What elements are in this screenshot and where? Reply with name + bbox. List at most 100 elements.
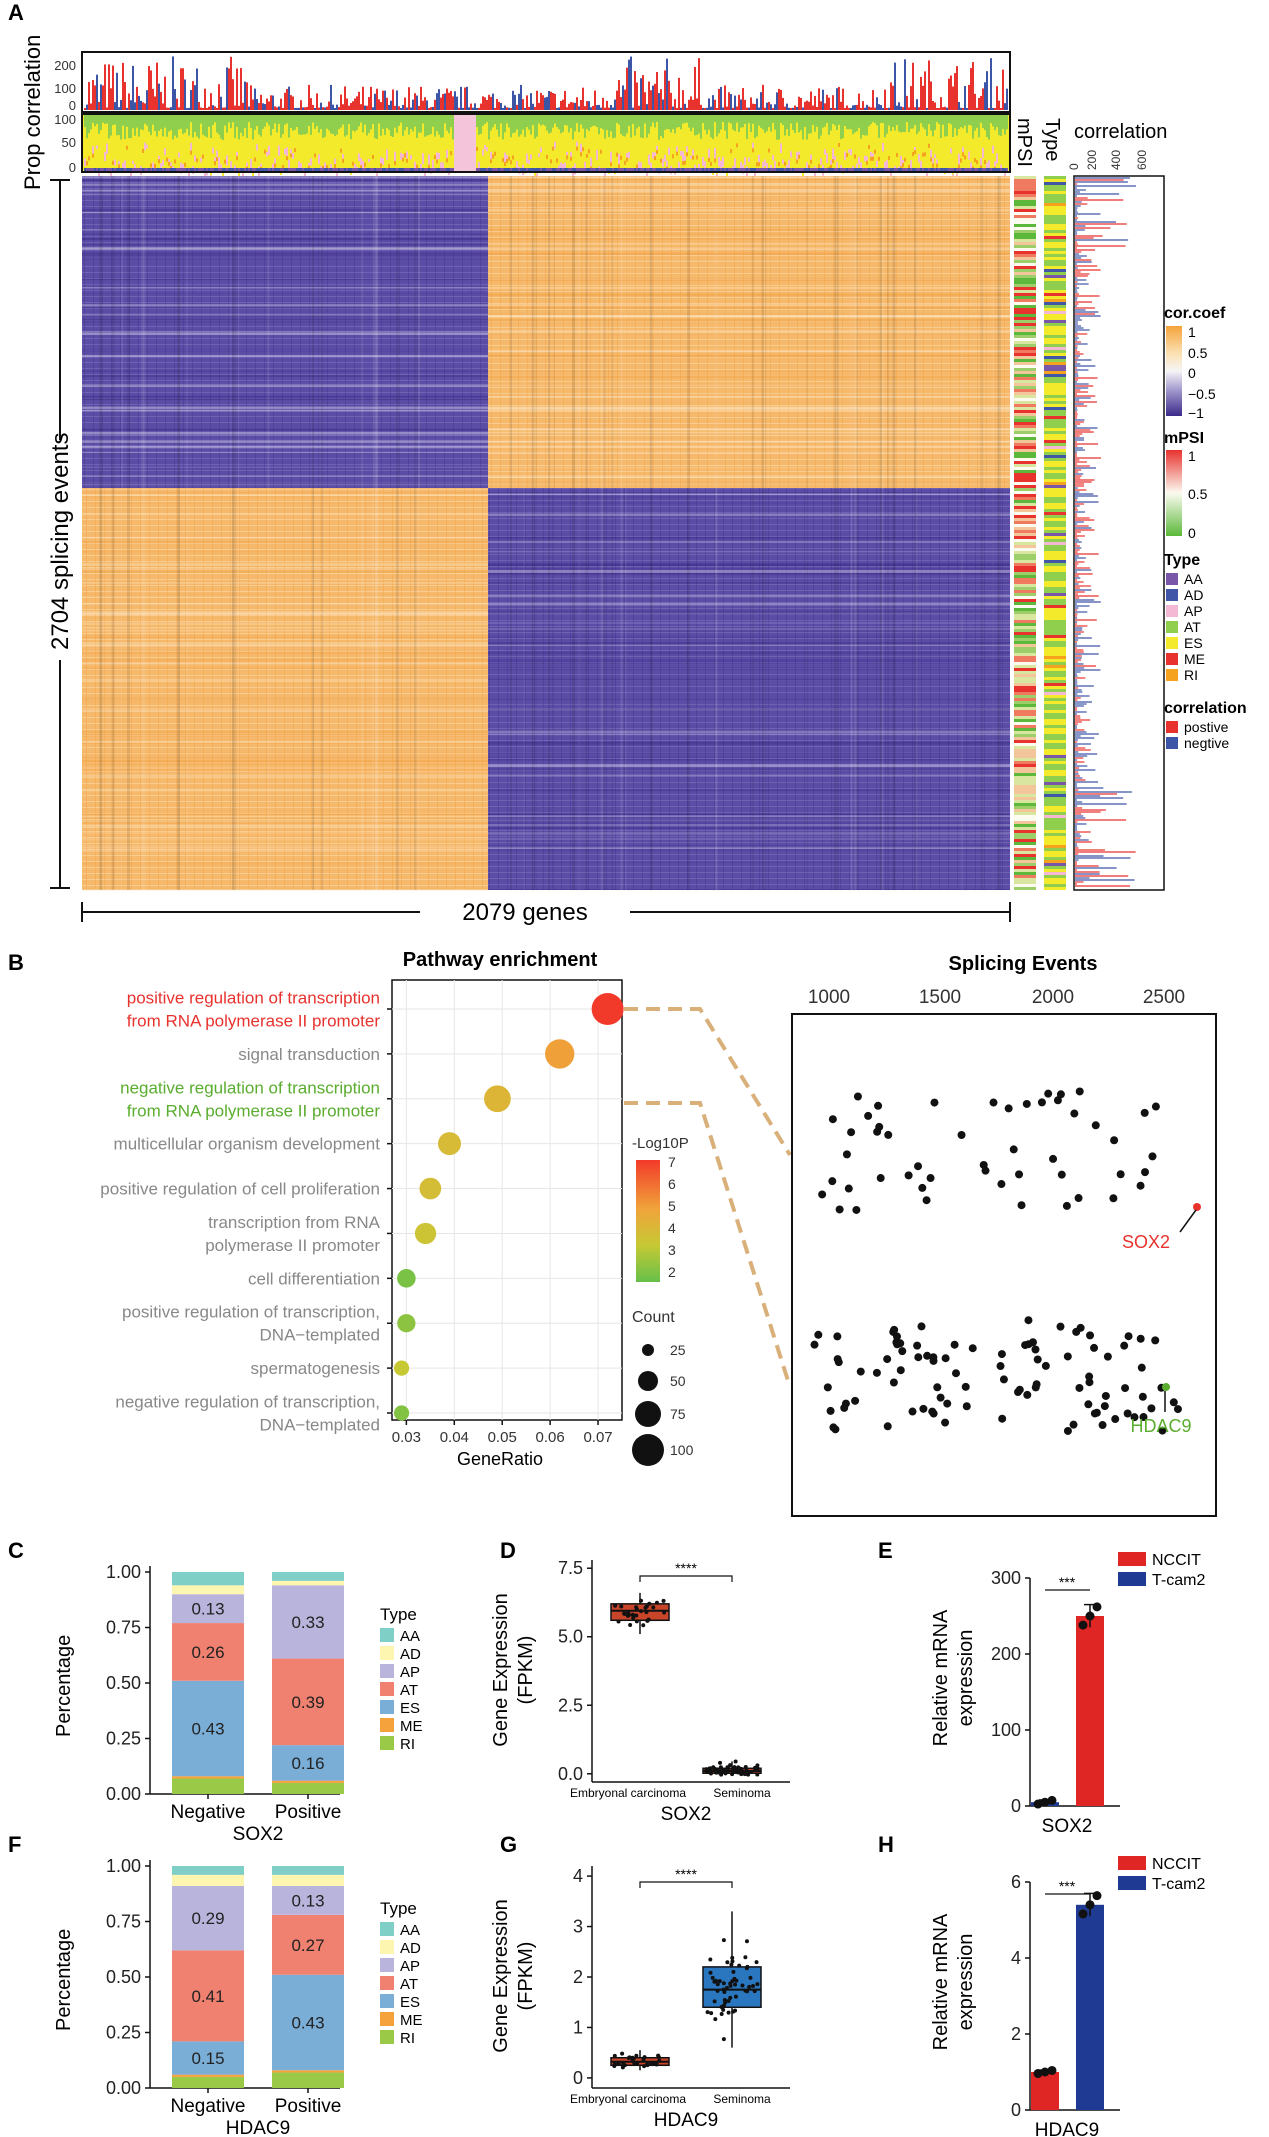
type-bar (504, 132, 506, 153)
type-bar (698, 168, 700, 172)
mpsi-cell (1014, 467, 1036, 470)
type-bar (632, 168, 634, 172)
top-bar (156, 62, 158, 110)
heat-row-stripe (488, 246, 1010, 250)
type-bar (362, 160, 364, 170)
type-bar (882, 114, 884, 124)
stack-segment-ap (272, 1585, 344, 1659)
type-bar (798, 114, 800, 133)
heat-row-stripe (488, 889, 1010, 891)
type-bar (156, 168, 158, 172)
type-bar (996, 168, 998, 172)
pathway-term-label: cell differentiation (248, 1269, 380, 1288)
top-bar (882, 107, 884, 110)
type-bar (706, 134, 708, 169)
splice-point (951, 1369, 960, 1378)
type-bar (914, 125, 916, 148)
type-bar (1004, 134, 1006, 171)
type-bar (724, 168, 726, 172)
heat-row-stripe (488, 661, 1010, 664)
type-bar (220, 168, 222, 172)
splice-point (1091, 1121, 1100, 1130)
top-bar (262, 103, 264, 110)
type-bar (206, 114, 208, 138)
box-point (719, 2011, 724, 2016)
top-bar (940, 97, 942, 110)
type-bar (986, 162, 988, 173)
type-bar (170, 130, 172, 163)
pathway-term-label: signal transduction (238, 1045, 380, 1064)
type-bar (692, 114, 694, 128)
top-bar (778, 88, 780, 110)
mpsi-cell (1014, 692, 1036, 695)
splice-tick-2000: 2000 (1032, 987, 1074, 1008)
type-bar (350, 168, 352, 172)
type-bar (590, 114, 592, 128)
corr-legend-swatch-postive (1166, 721, 1178, 733)
type-cell (1044, 383, 1066, 386)
type-cell (1044, 830, 1066, 833)
type-bar (236, 151, 238, 157)
mpsi-cell (1014, 794, 1036, 797)
heat-col-stripe (914, 176, 917, 890)
type-bar (130, 114, 132, 139)
type-bar (86, 168, 88, 172)
type-cell (1044, 254, 1066, 257)
box-point (641, 1623, 646, 1628)
box-point (631, 2056, 636, 2061)
type-bar (512, 114, 514, 134)
type-cell (1044, 218, 1066, 221)
type-bar (752, 148, 754, 153)
type-bar (734, 158, 736, 169)
dot-x-tick-label: 0.05 (488, 1429, 517, 1446)
legend-label-ap: AP (400, 1958, 420, 1975)
type-bar (912, 152, 914, 157)
heat-row-stripe (488, 176, 1010, 179)
type-bar (636, 164, 638, 169)
top-bar (874, 107, 876, 110)
top-bar (430, 107, 432, 110)
type-bar (858, 156, 860, 165)
type-bar (692, 155, 694, 160)
type-bar (118, 161, 120, 165)
type-bar (760, 168, 762, 172)
legend-label-es: ES (400, 1700, 420, 1717)
type-bar (978, 168, 980, 172)
type-bar (628, 168, 630, 172)
mpsi-cell (1014, 179, 1036, 182)
type-bar (430, 114, 432, 135)
type-cell (1044, 590, 1066, 593)
type-bar (128, 168, 130, 172)
type-bar (508, 114, 510, 128)
type-bar (334, 114, 336, 137)
type-cell (1044, 719, 1066, 722)
top-bar (250, 85, 252, 110)
top-bar (376, 88, 378, 110)
type-cell (1044, 824, 1066, 827)
top-bar (356, 96, 358, 110)
mpsi-strip-label: mPSI (1013, 118, 1035, 167)
type-bar (590, 157, 592, 167)
type-bar (804, 126, 806, 146)
box-point (708, 1957, 713, 1962)
type-bar (148, 131, 150, 169)
mpsi-legend-title: mPSI (1164, 430, 1204, 447)
type-bar (774, 160, 776, 170)
type-cell (1044, 311, 1066, 314)
top-bar (378, 99, 380, 110)
type-bar (958, 164, 960, 169)
type-bar (924, 168, 926, 172)
top-bar (480, 103, 482, 110)
legend-swatch-es (380, 1700, 394, 1714)
legend-label-t-cam2: T-cam2 (1152, 1572, 1205, 1589)
y-tick-label: 2 (573, 1967, 583, 1987)
top-bar (338, 107, 340, 110)
type-bar (676, 114, 678, 128)
type-bar (796, 122, 798, 152)
type-bar (926, 114, 928, 137)
type-bar (604, 168, 606, 172)
type-bar (870, 151, 872, 157)
type-bar (858, 168, 860, 172)
top-bar (748, 107, 750, 110)
type-bar (840, 168, 842, 172)
